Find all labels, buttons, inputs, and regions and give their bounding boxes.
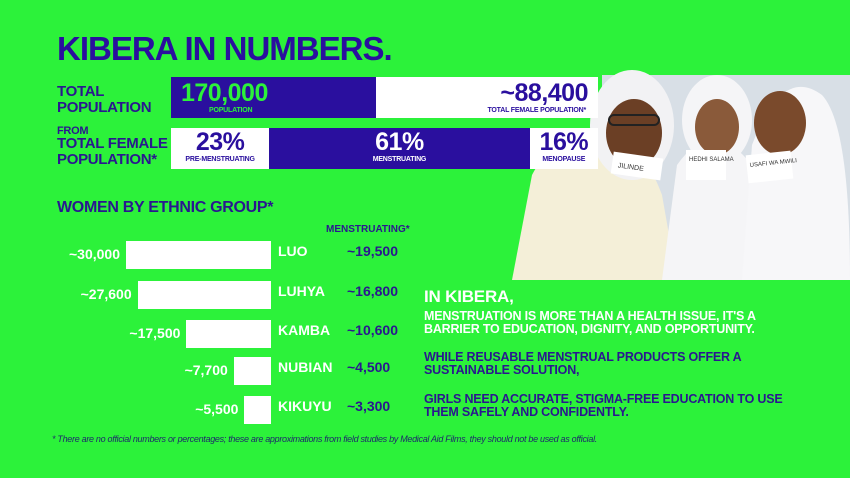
- segment-value: 16%: [539, 128, 589, 156]
- message-line-2: WHILE REUSABLE MENSTRUAL PRODUCTS OFFER …: [424, 350, 742, 377]
- ethnic-label: LUHYA: [278, 283, 325, 299]
- female-population-segment: ~88,400 TOTAL FEMALE POPULATION*: [376, 77, 598, 118]
- total-value-label: ~27,600: [80, 286, 132, 302]
- svg-text:JILINDE: JILINDE: [617, 162, 644, 173]
- message-line-1: MENSTRUATION IS MORE THAN A HEALTH ISSUE…: [424, 309, 756, 336]
- ethnic-label: LUO: [278, 243, 308, 259]
- ethnic-bar: [126, 241, 271, 269]
- total-population-value: 170,000: [181, 79, 268, 107]
- ethnic-label: KIKUYU: [278, 398, 332, 414]
- female-breakdown-bar: 23% PRE-MENSTRUATING 61% MENSTRUATING 16% MEN…: [171, 128, 598, 169]
- ethnic-row-luo: ~30,000 LUO ~19,500: [0, 241, 420, 269]
- photo-three-girls: JILINDE HEDHI SALAMA USAFI WA MWILI: [512, 55, 850, 280]
- footnote: * There are no official numbers or perce…: [52, 434, 597, 444]
- population-bar: 170,000 POPULATION ~88,400 TOTAL FEMALE …: [171, 77, 598, 118]
- menstruating-value-label: ~16,800: [347, 283, 398, 299]
- from-label: FROM: [57, 125, 89, 137]
- ethnic-bar: [186, 320, 271, 348]
- svg-text:HEDHI SALAMA: HEDHI SALAMA: [689, 157, 734, 163]
- segment-value: 23%: [195, 128, 245, 156]
- ethnic-bar: [233, 357, 271, 385]
- female-breakdown-label: TOTAL FEMALE POPULATION*: [57, 135, 168, 168]
- segment-value: 61%: [375, 128, 424, 156]
- total-population-label: TOTAL POPULATION: [57, 83, 152, 116]
- photo-card-hedhi-salama: HEDHI SALAMA: [686, 150, 734, 180]
- message-line-3: GIRLS NEED ACCURATE, STIGMA-FREE EDUCATI…: [424, 392, 783, 419]
- segment-caption: MENSTRUATING: [372, 156, 427, 163]
- ethnic-row-nubian: ~7,700 NUBIAN ~4,500: [0, 357, 420, 385]
- photo-card-usafi: USAFI WA MWILI: [745, 150, 798, 184]
- ethnic-label: KAMBA: [278, 322, 331, 338]
- female-population-value: ~88,400: [500, 79, 588, 107]
- chart-title: WOMEN BY ETHNIC GROUP*: [57, 199, 274, 216]
- menstruating-value-label: ~10,600: [347, 322, 398, 338]
- message-heading: IN KIBERA,: [424, 287, 514, 306]
- svg-text:USAFI WA MWILI: USAFI WA MWILI: [749, 158, 797, 169]
- segment-menstruating: 61% MENSTRUATING: [269, 128, 530, 169]
- ethnic-bar: [244, 396, 271, 424]
- page-title: KIBERA IN NUMBERS.: [57, 30, 393, 67]
- female-population-caption: TOTAL FEMALE POPULATION*: [487, 107, 586, 114]
- menstruating-value-label: ~19,500: [347, 243, 398, 259]
- total-value-label: ~30,000: [69, 246, 120, 262]
- segment-caption: MENOPAUSE: [542, 156, 586, 163]
- total-value-label: ~17,500: [129, 325, 181, 341]
- segment-pre-menstruating: 23% PRE-MENSTRUATING: [171, 128, 269, 169]
- ethnic-row-kamba: ~17,500 KAMBA ~10,600: [0, 320, 420, 348]
- segment-menopause: 16% MENOPAUSE: [530, 128, 598, 169]
- total-value-label: ~5,500: [195, 401, 239, 417]
- menstruating-value-label: ~3,300: [347, 398, 391, 414]
- segment-caption: PRE-MENSTRUATING: [185, 156, 255, 163]
- photo-card-jilinde: JILINDE: [610, 151, 664, 181]
- ethnic-row-luhya: ~27,600 LUHYA ~16,800: [0, 281, 420, 309]
- menstruating-value-label: ~4,500: [347, 359, 391, 375]
- total-population-caption: POPULATION: [209, 107, 253, 114]
- total-population-segment: 170,000 POPULATION: [171, 77, 376, 118]
- menstruating-header: MENSTRUATING*: [326, 224, 410, 235]
- ethnic-label: NUBIAN: [278, 359, 333, 375]
- ethnic-row-kikuyu: ~5,500 KIKUYU ~3,300: [0, 396, 420, 424]
- ethnic-bar: [137, 281, 271, 309]
- total-value-label: ~7,700: [184, 362, 228, 378]
